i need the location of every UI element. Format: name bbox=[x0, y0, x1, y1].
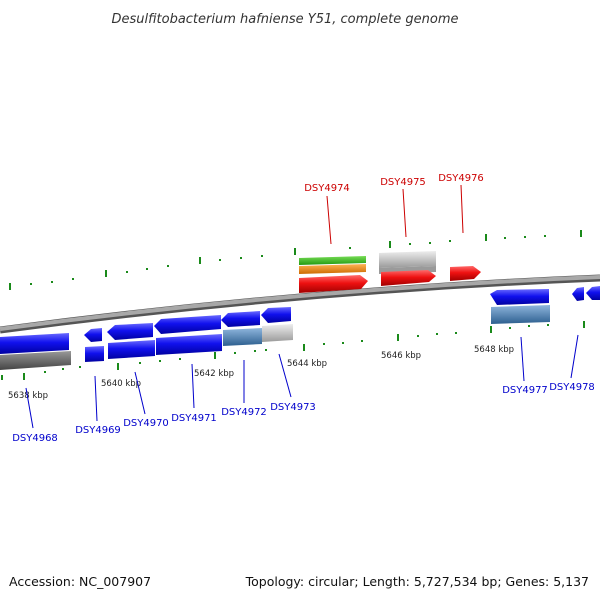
leader-line-dsy4978 bbox=[570, 334, 579, 379]
gene-label-dsy4974[interactable]: DSY4974 bbox=[304, 183, 350, 194]
gene-arrow-dsy4969[interactable] bbox=[84, 328, 102, 342]
blue-annotation-bar-4970[interactable] bbox=[108, 340, 155, 359]
leader-line-dsy4969 bbox=[94, 375, 98, 422]
genome-summary-text: Topology: circular; Length: 5,727,534 bp… bbox=[245, 574, 589, 589]
forward-gene-labels: DSY4974 DSY4975 DSY4976 bbox=[304, 173, 484, 245]
leader-line-dsy4977 bbox=[520, 336, 525, 382]
gene-label-dsy4977[interactable]: DSY4977 bbox=[502, 385, 548, 396]
gene-label-dsy4968[interactable]: DSY4968 bbox=[12, 433, 58, 444]
gene-label-dsy4978[interactable]: DSY4978 bbox=[549, 382, 595, 393]
gene-arrow-dsy4977[interactable] bbox=[490, 289, 549, 305]
scale-label-5644: 5644 kbp bbox=[287, 359, 327, 369]
gene-label-dsy4971[interactable]: DSY4971 bbox=[171, 413, 217, 424]
map-title: Desulfitobacterium hafniense Y51, comple… bbox=[111, 12, 458, 27]
gene-arrow-dsy4975[interactable] bbox=[381, 270, 436, 286]
gene-label-dsy4970[interactable]: DSY4970 bbox=[123, 418, 169, 429]
forward-genes bbox=[299, 266, 481, 293]
gene-label-dsy4972[interactable]: DSY4972 bbox=[221, 407, 267, 418]
genome-backbone bbox=[0, 275, 600, 331]
gene-label-dsy4973[interactable]: DSY4973 bbox=[270, 402, 316, 413]
grey-annotation-bar-4975[interactable] bbox=[379, 251, 436, 268]
leader-line-dsy4968 bbox=[25, 387, 34, 429]
accession-text: Accession: NC_007907 bbox=[9, 574, 151, 589]
gene-arrow-dsy4972[interactable] bbox=[221, 311, 260, 327]
blue-annotation-bar-4971[interactable] bbox=[156, 334, 222, 355]
leader-line-dsy4974 bbox=[326, 195, 332, 245]
gene-arrow-dsy4970[interactable] bbox=[107, 323, 153, 340]
scale-label-5648: 5648 kbp bbox=[474, 345, 514, 355]
gene-arrow-dsy4974[interactable] bbox=[299, 275, 368, 293]
leader-line-dsy4976 bbox=[460, 184, 464, 234]
inner-tick-ring bbox=[1, 321, 585, 380]
steelblue-annotation-bar-4972[interactable] bbox=[223, 328, 262, 346]
gene-label-dsy4975[interactable]: DSY4975 bbox=[380, 177, 426, 188]
scale-label-5642: 5642 kbp bbox=[194, 369, 234, 379]
leader-line-dsy4973 bbox=[278, 353, 292, 398]
scale-label-5646: 5646 kbp bbox=[381, 351, 421, 361]
gene-arrow-dsy4976[interactable] bbox=[450, 266, 481, 281]
gene-label-dsy4969[interactable]: DSY4969 bbox=[75, 425, 121, 436]
gene-arrow-dsy4968[interactable] bbox=[0, 333, 69, 354]
grey-annotation-bar-4968[interactable] bbox=[0, 351, 71, 370]
blue-annotation-bar-4969[interactable] bbox=[85, 346, 104, 362]
reverse-gene-labels: DSY4968 DSY4969 DSY4970 DSY4971 DSY4972 … bbox=[12, 334, 595, 444]
scale-label-5640: 5640 kbp bbox=[101, 379, 141, 389]
orange-annotation-bar[interactable] bbox=[299, 264, 366, 274]
gene-arrow-dsy4971[interactable] bbox=[154, 315, 221, 334]
gene-arrow-dsy4978[interactable] bbox=[572, 287, 584, 301]
grey-annotation-bar-4973[interactable] bbox=[262, 324, 293, 342]
gene-arrow-next[interactable] bbox=[586, 286, 600, 300]
scale-label-5638: 5638 kbp bbox=[8, 391, 48, 401]
leader-line-dsy4970 bbox=[134, 371, 146, 415]
leader-line-dsy4975 bbox=[402, 188, 407, 238]
leader-line-dsy4971 bbox=[191, 363, 195, 409]
steelblue-annotation-bar-4977[interactable] bbox=[491, 305, 550, 324]
gene-arrow-dsy4973[interactable] bbox=[261, 307, 291, 323]
outer-tick-ring bbox=[9, 230, 582, 290]
gene-label-dsy4976[interactable]: DSY4976 bbox=[438, 173, 484, 184]
reverse-genes bbox=[0, 286, 600, 370]
green-annotation-bar[interactable] bbox=[299, 256, 366, 265]
